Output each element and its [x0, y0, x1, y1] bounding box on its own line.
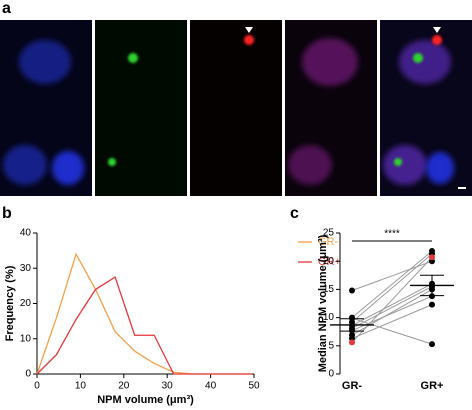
x-tick-label: GR-	[342, 380, 363, 392]
x-tick-label: 40	[205, 381, 217, 392]
x-tick-label: GR+	[421, 380, 444, 392]
pair-line	[351, 256, 433, 343]
panel-label: c	[290, 205, 299, 222]
series-line	[36, 252, 252, 375]
merge-nucleus	[383, 145, 427, 185]
significance: ****	[384, 229, 400, 240]
point	[429, 254, 435, 261]
y-tick-label: 20	[20, 298, 32, 309]
y-tick-label: 0	[328, 369, 334, 380]
nucleus	[19, 40, 71, 84]
point	[429, 341, 435, 348]
y-axis-label: Median NPM volume (μm³)	[317, 234, 329, 372]
point	[349, 327, 355, 334]
neun-signal	[288, 145, 332, 185]
pair-line	[351, 304, 433, 339]
point	[429, 286, 435, 293]
panel-a: a DAPI NPM Poly(GR) NeuN Merge	[0, 0, 472, 196]
legend-label: GR+	[318, 256, 341, 268]
pair-line	[351, 283, 433, 326]
panel-label: b	[2, 205, 12, 222]
image-npm	[95, 20, 187, 196]
x-tick-label: 10	[75, 381, 87, 392]
pair-line	[351, 286, 433, 329]
point	[429, 301, 435, 308]
y-axis-label: Frequency (%)	[4, 265, 16, 341]
point	[349, 315, 355, 322]
channel-label: Merge	[413, 7, 439, 17]
channel-label: NeuN	[319, 7, 342, 17]
channel-label: Poly(GR)	[217, 7, 254, 17]
panel-label: a	[2, 0, 11, 17]
y-tick-label: 40	[20, 228, 32, 239]
npm-spot	[108, 158, 116, 166]
point	[429, 293, 435, 300]
arrowhead	[433, 27, 441, 33]
y-tick-label: 25	[323, 228, 335, 239]
x-axis-label: NPM volume (μm³)	[97, 394, 194, 406]
y-tick-label: 30	[20, 263, 32, 274]
gr-spot	[432, 35, 442, 45]
nucleus	[52, 151, 84, 185]
pair-line	[351, 260, 433, 291]
pair-line	[351, 288, 433, 336]
npm-spot	[128, 53, 138, 63]
x-tick-label: 50	[248, 381, 260, 392]
pair-line	[351, 250, 433, 318]
npm-spot	[394, 158, 402, 166]
y-tick-label: 0	[25, 369, 31, 380]
y-tick-label: 5	[328, 340, 334, 351]
gr-spot	[244, 35, 254, 45]
y-tick-label: 10	[323, 312, 335, 323]
pair-line	[351, 317, 433, 345]
merge-nucleus	[399, 40, 451, 84]
y-tick-label: 20	[323, 256, 335, 267]
y-tick-label: 15	[323, 284, 335, 295]
image-polygr	[190, 20, 282, 196]
point	[349, 287, 355, 294]
series-line	[36, 276, 252, 375]
arrowhead	[245, 27, 253, 33]
legend-label: GR-	[318, 236, 339, 248]
channel-label: NPM	[131, 7, 151, 17]
point	[349, 339, 355, 346]
npm-spot	[413, 53, 423, 63]
nucleus	[3, 145, 47, 185]
x-tick-label: 30	[162, 381, 174, 392]
channel-label: DAPI	[20, 7, 41, 17]
x-tick-label: 0	[34, 381, 40, 392]
pair-line	[351, 253, 433, 323]
neun-signal	[302, 38, 358, 86]
y-tick-label: 10	[20, 333, 32, 344]
merge-nucleus	[426, 152, 454, 184]
x-tick-label: 20	[118, 381, 130, 392]
